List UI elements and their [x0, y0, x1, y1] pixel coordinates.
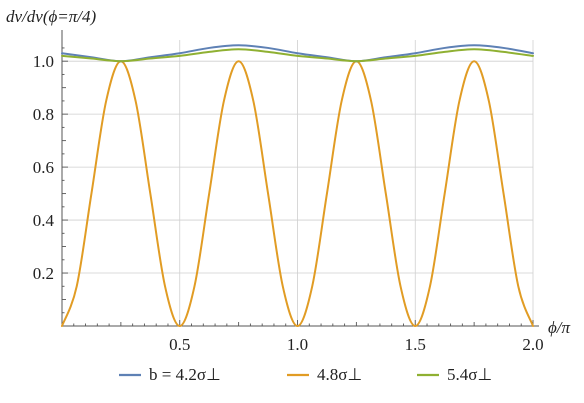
legend-item-2: 4.8σ⊥ [287, 365, 362, 384]
x-tick-label: 2.0 [522, 335, 543, 354]
series-line-3 [61, 48, 534, 63]
y-tick-label: 0.6 [33, 158, 54, 177]
series-line-2 [61, 60, 534, 327]
legend-item-3: 5.4σ⊥ [417, 365, 492, 384]
y-tick-label: 1.0 [33, 52, 54, 71]
legend-label: 5.4σ⊥ [447, 365, 492, 384]
x-tick-label: 1.0 [287, 335, 308, 354]
legend-item-1: b = 4.2σ⊥ [119, 365, 221, 384]
axes: 0.5 1.0 1.5 2.0 0.2 0.4 0.6 0.8 1.0 [33, 30, 544, 354]
x-axis-label: ϕ/π [548, 318, 571, 337]
y-tick-label: 0.8 [33, 105, 54, 124]
y-tick-label: 0.4 [33, 211, 55, 230]
x-tick-label: 1.5 [405, 335, 426, 354]
y-tick-label: 0.2 [33, 264, 54, 283]
series-lines [61, 44, 534, 327]
y-axis-label: dν/dν(ϕ=π/4) [6, 7, 96, 26]
legend-label: b = 4.2σ⊥ [149, 365, 221, 384]
grid [62, 40, 534, 326]
x-tick-label: 0.5 [169, 335, 190, 354]
legend-label: 4.8σ⊥ [317, 365, 362, 384]
legend: b = 4.2σ⊥ 4.8σ⊥ 5.4σ⊥ [119, 365, 492, 384]
